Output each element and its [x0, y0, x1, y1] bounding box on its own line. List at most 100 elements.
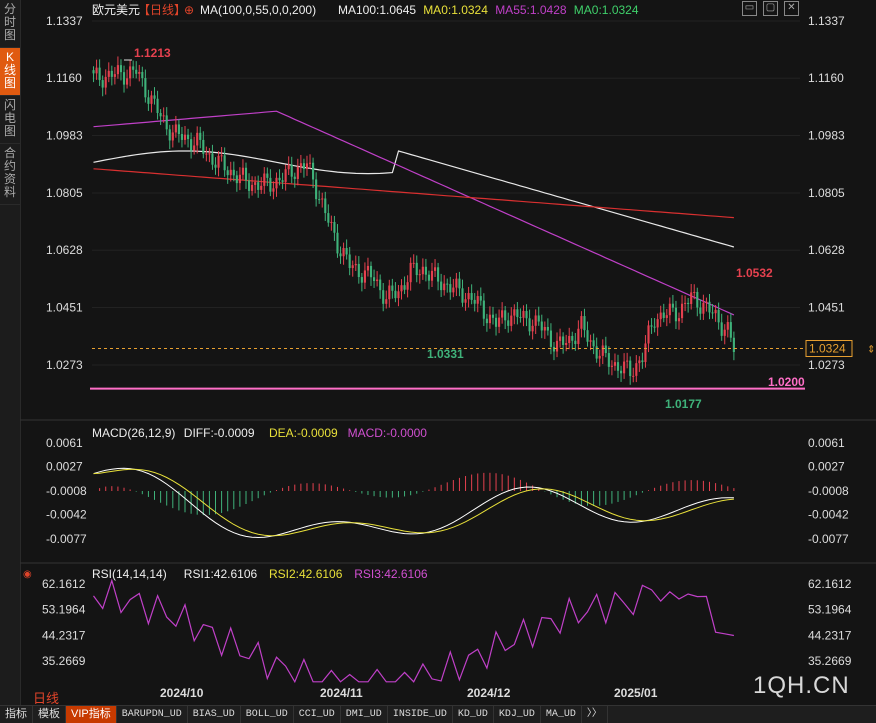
candle-body: [278, 177, 281, 181]
candle-body: [623, 361, 626, 374]
candle-body: [619, 370, 623, 374]
candle-body: [552, 346, 556, 352]
bottom-tab-10[interactable]: KDJ_UD: [494, 706, 541, 723]
candle-body: [559, 336, 562, 341]
candle-body: [677, 318, 681, 322]
candle-body: [629, 360, 632, 377]
bottom-tab-0[interactable]: 指标: [0, 706, 33, 723]
right-price-tick: 1.1337: [808, 14, 845, 28]
sidebar-tab-2[interactable]: 闪电图: [0, 96, 20, 144]
bottom-tab-12[interactable]: 〉〉: [582, 706, 608, 723]
candle-body: [165, 115, 168, 130]
candle-body: [183, 134, 187, 140]
candle-body: [732, 337, 735, 353]
candle-body: [141, 71, 144, 79]
candle-body: [522, 310, 525, 318]
window-icon[interactable]: ▢: [763, 1, 778, 16]
candle-body: [132, 66, 135, 70]
candle-body: [281, 180, 284, 182]
candle-body: [299, 163, 302, 167]
bottom-tab-11[interactable]: MA_UD: [541, 706, 582, 723]
candle-body: [467, 293, 470, 300]
candle-body: [418, 274, 421, 276]
sidebar-tab-3[interactable]: 合约资料: [0, 144, 20, 205]
candle-body: [98, 67, 101, 81]
bottom-tab-9[interactable]: KD_UD: [453, 706, 494, 723]
price-overlay: 1.0324 ⇕ 1.1213 1.0331 1.0532 1.0177 1.0200: [90, 46, 875, 411]
candle-body: [440, 281, 443, 291]
candle-body: [662, 312, 665, 318]
bottom-tab-7[interactable]: DMI_UD: [341, 706, 388, 723]
candle-body: [586, 330, 589, 342]
candle-body: [110, 70, 113, 77]
right-price-tick: 1.0805: [808, 186, 845, 200]
candle-body: [394, 290, 397, 299]
bottom-tab-5[interactable]: BOLL_UD: [241, 706, 294, 723]
expand-icon: ⇕: [867, 345, 875, 356]
bottom-tab-1[interactable]: 模板: [33, 706, 66, 723]
macd-right-tick: -0.0042: [808, 508, 849, 522]
restore-icon[interactable]: ▭: [742, 1, 757, 16]
candle-body: [531, 325, 534, 332]
candle-body: [610, 365, 613, 367]
candle-body: [324, 198, 327, 214]
candle-body: [354, 263, 357, 266]
macd-left-tick: 0.0027: [46, 460, 83, 474]
sidebar-tab-0[interactable]: 分时图: [0, 0, 20, 48]
candle-body: [177, 124, 180, 135]
candle-body: [485, 318, 488, 324]
candle-body: [226, 170, 229, 176]
candle-body: [379, 279, 382, 291]
window-buttons: ▭ ▢ ✕: [742, 1, 799, 16]
candle-body: [613, 362, 617, 366]
candle-body: [275, 177, 278, 189]
bottom-tab-4[interactable]: BIAS_UD: [188, 706, 241, 723]
candle-body: [156, 98, 159, 113]
left-price-tick: 1.1337: [46, 14, 83, 28]
left-price-tick: 1.0805: [46, 186, 83, 200]
bottom-tab-8[interactable]: INSIDE_UD: [388, 706, 453, 723]
macd-dea-line: [93, 468, 734, 537]
candle-body: [293, 176, 296, 179]
candle-body: [351, 265, 354, 269]
chart-area[interactable]: 1.0324 ⇕ 1.1213 1.0331 1.0532 1.0177 1.0200 1.…: [20, 0, 876, 705]
left-price-tick: 1.0983: [46, 128, 83, 142]
candle-body: [162, 115, 165, 117]
candle-body: [699, 307, 702, 314]
candle-body: [257, 182, 260, 190]
sidebar-tab-1[interactable]: K线图: [0, 48, 20, 96]
candle-body: [290, 164, 293, 177]
rsi-left-tick: 53.1964: [42, 603, 86, 617]
left-sidebar: 分时图 K线图 闪电图 合约资料: [0, 0, 21, 722]
candle-body: [528, 318, 531, 332]
ma0-value: MA0:1.0324: [423, 3, 488, 17]
period-label[interactable]: 日线: [33, 691, 60, 706]
candle-body: [220, 155, 223, 157]
candle-body: [577, 328, 580, 345]
bottom-tab-2[interactable]: VIP指标: [66, 706, 117, 723]
right-price-tick: 1.0983: [808, 128, 845, 142]
rsi-right-tick: 53.1964: [808, 603, 852, 617]
bottom-tab-6[interactable]: CCI_UD: [294, 706, 341, 723]
candle-body: [238, 174, 241, 184]
candle-body: [223, 155, 226, 171]
macd-left-tick: -0.0008: [46, 484, 87, 498]
rsi-line: [93, 578, 735, 684]
candle-body: [433, 267, 437, 271]
candle-body: [574, 340, 577, 345]
rsi-right-tick: 35.2669: [808, 654, 852, 668]
bottom-tab-3[interactable]: BARUPDN_UD: [117, 706, 188, 723]
rsi-left-tick: 44.2317: [42, 628, 86, 642]
candle-body: [482, 300, 485, 319]
candle-body: [318, 199, 321, 201]
period-tag: 【日线】: [138, 3, 186, 17]
macd-right-tick: -0.0008: [808, 484, 849, 498]
candle-body: [369, 265, 373, 278]
candle-body: [555, 340, 559, 352]
candle-body: [336, 232, 339, 254]
candle-body: [632, 375, 635, 377]
candle-body: [269, 177, 272, 192]
close-icon[interactable]: ✕: [784, 1, 799, 16]
candle-body: [598, 355, 601, 359]
candle-body: [537, 315, 540, 322]
